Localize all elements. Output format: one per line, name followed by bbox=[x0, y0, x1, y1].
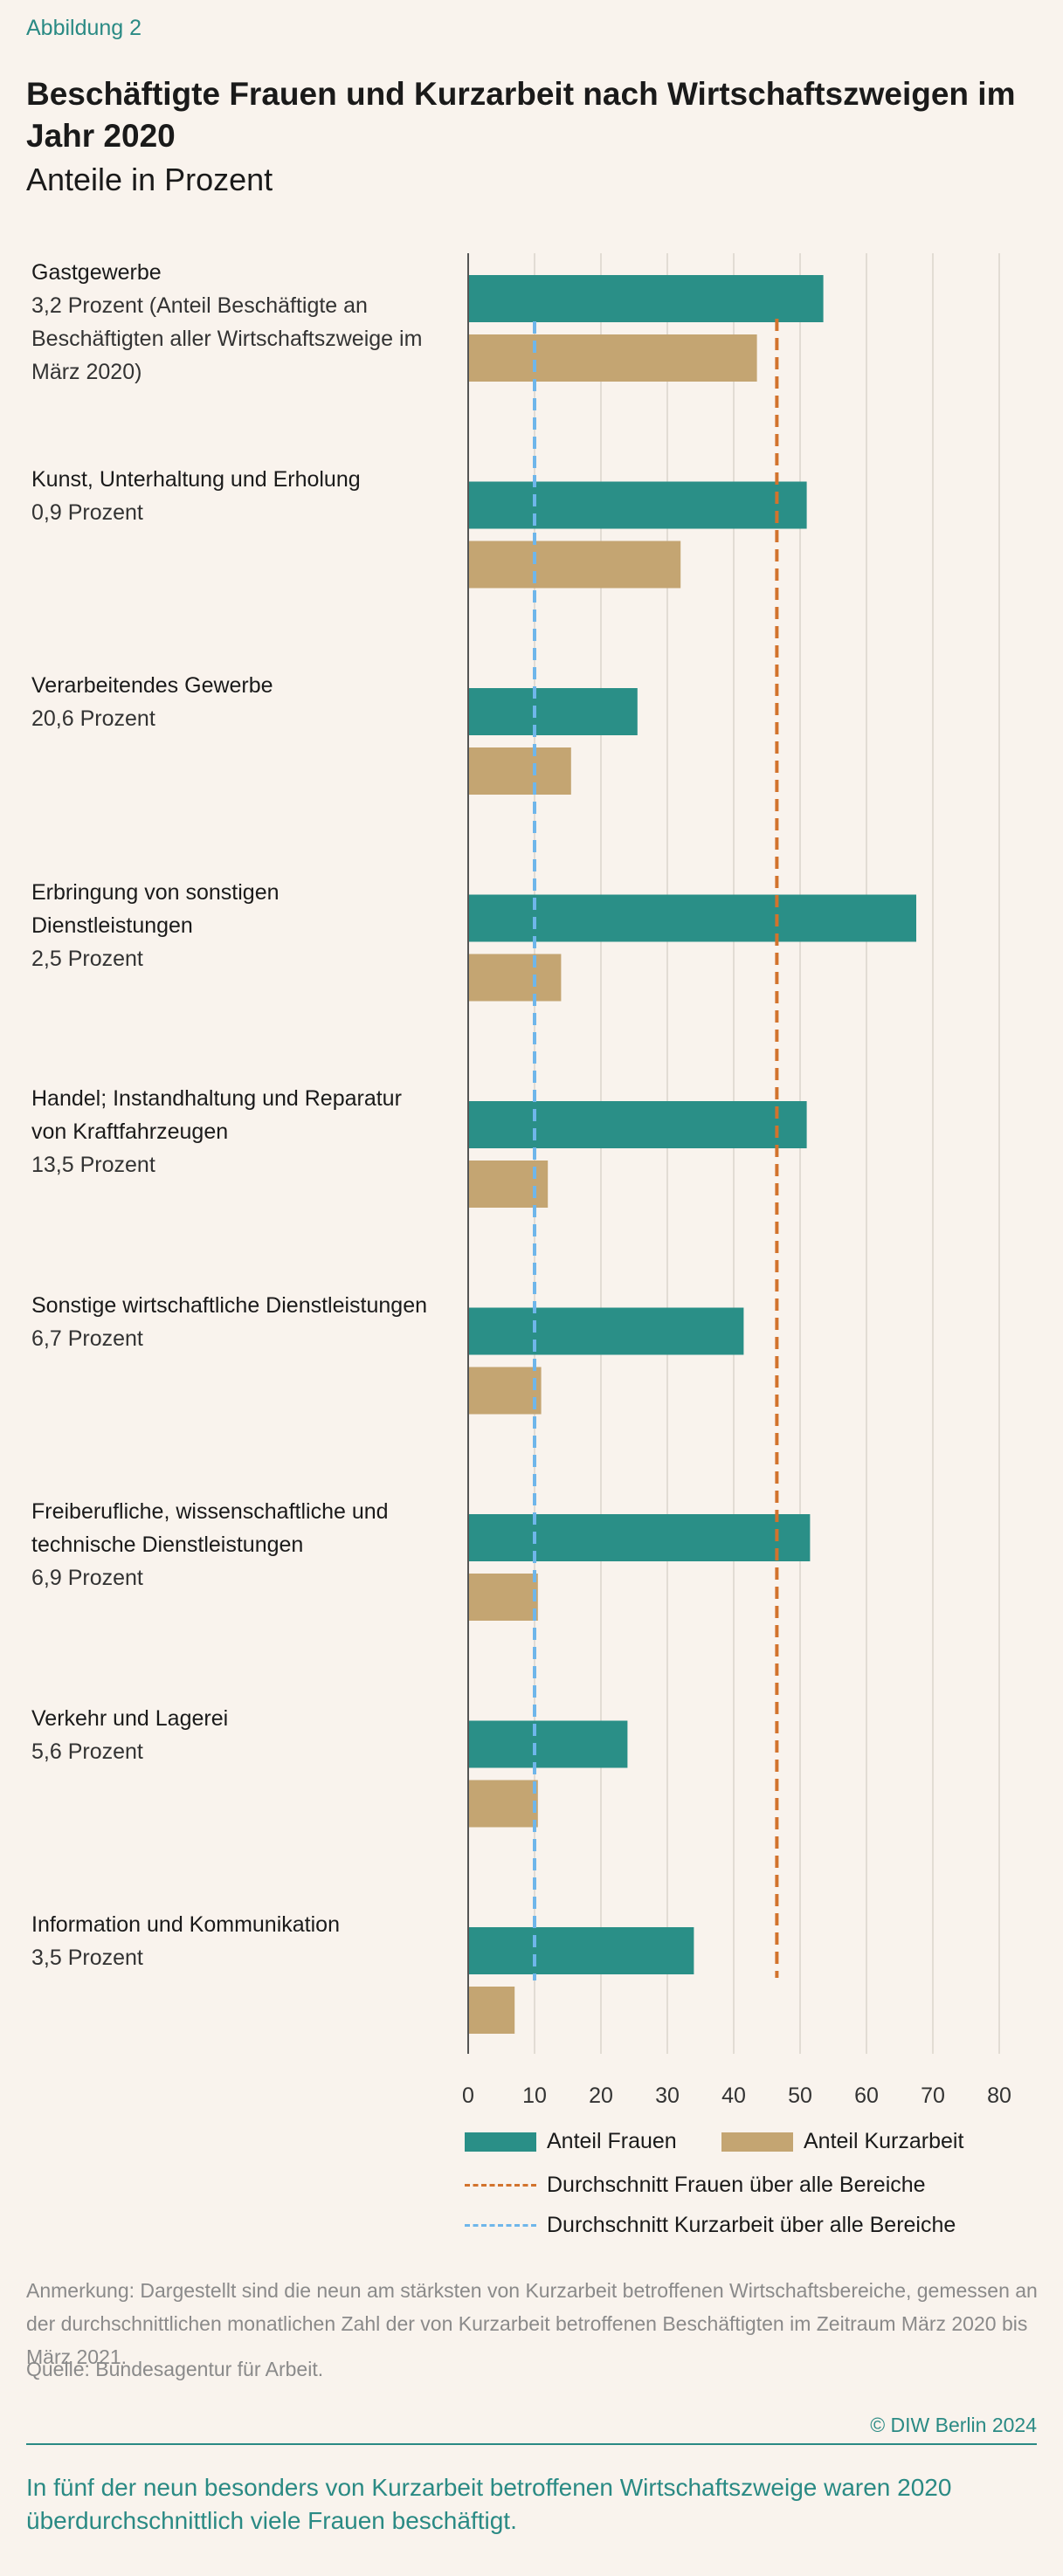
category-label: Verarbeitendes Gewerbe 20,6 Prozent bbox=[31, 669, 442, 735]
bar-frauen bbox=[468, 481, 807, 529]
bar-frauen bbox=[468, 894, 916, 942]
category-name: Kunst, Unterhaltung und Erholung bbox=[31, 466, 361, 492]
category-share: 6,7 Prozent bbox=[31, 1326, 143, 1351]
category-label: Sonstige wirtschaftliche Dienstleistunge… bbox=[31, 1289, 442, 1355]
category-name: Handel; Instandhaltung und Reparatur von… bbox=[31, 1086, 402, 1144]
bar-kurzarbeit bbox=[468, 1780, 538, 1828]
chart-title: Beschäftigte Frauen und Kurzarbeit nach … bbox=[26, 76, 1016, 154]
x-tick-label: 40 bbox=[721, 2084, 746, 2108]
category-name: Freiberufliche, wissenschaftliche und te… bbox=[31, 1499, 389, 1557]
category-label: Handel; Instandhaltung und Reparatur von… bbox=[31, 1082, 442, 1181]
x-tick-label: 0 bbox=[462, 2084, 474, 2108]
bar-frauen bbox=[468, 1101, 807, 1148]
category-share: 20,6 Prozent bbox=[31, 706, 155, 731]
category-label: Erbringung von sonstigen Dienstleistunge… bbox=[31, 876, 442, 975]
x-tick-label: 50 bbox=[788, 2084, 812, 2108]
bar-kurzarbeit bbox=[468, 1367, 542, 1415]
category-label: Information und Kommunikation 3,5 Prozent bbox=[31, 1908, 442, 1974]
divider bbox=[26, 2443, 1037, 2445]
x-tick-label: 80 bbox=[987, 2084, 1011, 2108]
category-name: Verarbeitendes Gewerbe bbox=[31, 673, 273, 698]
legend-label-avg-kurzarbeit: Durchschnitt Kurzarbeit über alle Bereic… bbox=[547, 2213, 956, 2237]
x-tick-label: 60 bbox=[854, 2084, 879, 2108]
bar-kurzarbeit bbox=[468, 747, 571, 795]
category-name: Erbringung von sonstigen Dienstleistunge… bbox=[31, 879, 280, 938]
category-share: 2,5 Prozent bbox=[31, 946, 143, 971]
bar-frauen bbox=[468, 1307, 744, 1355]
bar-kurzarbeit bbox=[468, 1987, 515, 2034]
legend-swatch-avg-kurzarbeit bbox=[465, 2224, 536, 2227]
bar-kurzarbeit bbox=[468, 541, 681, 589]
x-tick-label: 10 bbox=[522, 2084, 547, 2108]
category-label: Kunst, Unterhaltung und Erholung 0,9 Proz… bbox=[31, 463, 442, 529]
legend-swatch-kurzarbeit bbox=[721, 2132, 793, 2152]
x-tick-label: 30 bbox=[655, 2084, 680, 2108]
category-name: Gastgewerbe bbox=[31, 260, 162, 285]
bar-chart: 0 10 20 30 40 50 60 70 80 bbox=[462, 253, 1011, 2108]
category-share: 6,9 Prozent bbox=[31, 1566, 143, 1590]
category-label: Gastgewerbe 3,2 Prozent (Anteil Beschäfti… bbox=[31, 256, 442, 389]
category-share: 3,5 Prozent bbox=[31, 1946, 143, 1970]
chart-note: Anmerkung: Dargestellt sind die neun am … bbox=[26, 2279, 1038, 2368]
legend-label-frauen: Anteil Frauen bbox=[547, 2129, 677, 2153]
legend-label-kurzarbeit: Anteil Kurzarbeit bbox=[804, 2129, 964, 2153]
legend-item-kurzarbeit: Anteil Kurzarbeit bbox=[721, 2129, 963, 2154]
takeaway-text: In fünf der neun besonders von Kurzarbei… bbox=[26, 2474, 952, 2534]
category-share: 5,6 Prozent bbox=[31, 1739, 143, 1764]
chart-source: Quelle: Bundesagentur für Arbeit. bbox=[26, 2358, 324, 2380]
x-tick-label: 20 bbox=[589, 2084, 613, 2108]
bar-frauen bbox=[468, 688, 638, 735]
legend-swatch-avg-frauen bbox=[465, 2184, 536, 2187]
legend-swatch-frauen bbox=[465, 2132, 536, 2152]
category-name: Information und Kommunikation bbox=[31, 1912, 340, 1937]
bar-kurzarbeit bbox=[468, 954, 562, 1002]
bar-frauen bbox=[468, 1927, 694, 1974]
copyright: © DIW Berlin 2024 bbox=[870, 2414, 1037, 2436]
category-share: 3,2 Prozent (Anteil Beschäftigte an Besc… bbox=[31, 293, 423, 384]
legend-label-avg-frauen: Durchschnitt Frauen über alle Bereiche bbox=[547, 2173, 926, 2197]
bar-frauen bbox=[468, 1514, 811, 1561]
legend-item-frauen: Anteil Frauen bbox=[465, 2129, 677, 2154]
category-name: Sonstige wirtschaftliche Dienstleistunge… bbox=[31, 1292, 428, 1318]
figure-label: Abbildung 2 bbox=[26, 16, 142, 40]
bar-kurzarbeit bbox=[468, 334, 757, 382]
category-share: 0,9 Prozent bbox=[31, 499, 143, 525]
category-label: Verkehr und Lagerei 5,6 Prozent bbox=[31, 1702, 442, 1768]
legend-item-avg-frauen: Durchschnitt Frauen über alle Bereiche bbox=[465, 2173, 926, 2198]
bar-kurzarbeit bbox=[468, 1574, 538, 1621]
chart-subtitle: Anteile in Prozent bbox=[26, 162, 273, 197]
bar-frauen bbox=[468, 275, 824, 322]
category-label: Freiberufliche, wissenschaftliche und te… bbox=[31, 1495, 442, 1595]
bar-frauen bbox=[468, 1720, 628, 1768]
legend-item-avg-kurzarbeit: Durchschnitt Kurzarbeit über alle Bereic… bbox=[465, 2213, 956, 2238]
category-share: 13,5 Prozent bbox=[31, 1153, 155, 1177]
category-name: Verkehr und Lagerei bbox=[31, 1705, 229, 1731]
x-tick-label: 70 bbox=[921, 2084, 945, 2108]
